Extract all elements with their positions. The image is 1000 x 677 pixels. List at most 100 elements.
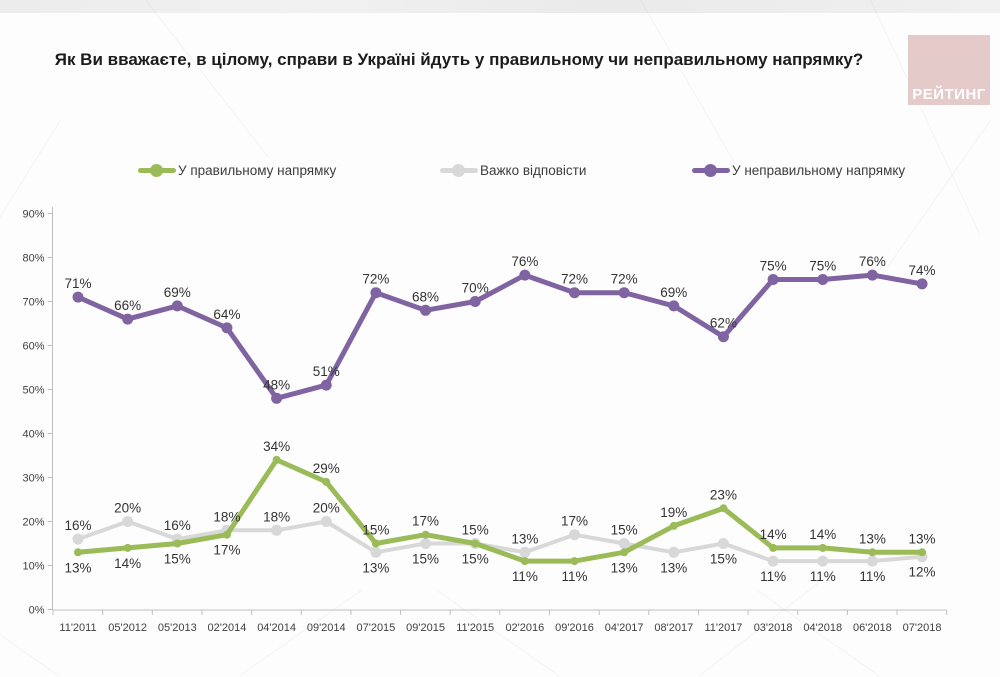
data-point [620, 548, 629, 557]
y-axis-tick-label: 50% [22, 385, 44, 397]
data-point-label: 14% [114, 556, 141, 571]
data-point [420, 304, 432, 316]
data-point [569, 287, 580, 299]
data-point-label: 48% [263, 377, 290, 392]
data-point-label: 13% [611, 560, 638, 575]
x-axis-category-label: 05'2013 [158, 622, 197, 634]
legend-marker-gray [440, 163, 478, 177]
y-axis-tick-label: 80% [22, 253, 44, 265]
data-point [221, 322, 233, 334]
data-point-label: 75% [809, 259, 836, 274]
data-point [618, 287, 630, 299]
x-axis-category-label: 04'2018 [803, 622, 842, 634]
data-point-label: 14% [760, 527, 787, 542]
data-point [123, 543, 132, 552]
data-point [469, 296, 481, 307]
legend-label: Важко відповісти [480, 162, 587, 178]
data-point-label: 64% [213, 307, 240, 322]
data-point [817, 274, 829, 285]
y-axis-tick-label: 20% [22, 517, 44, 529]
data-point-label: 23% [710, 487, 737, 502]
data-point [569, 529, 580, 541]
x-axis-category-label: 07'2018 [903, 622, 942, 634]
data-point-label: 15% [412, 552, 439, 567]
data-point-label: 16% [164, 518, 191, 533]
data-point-label: 15% [164, 552, 191, 567]
data-point [769, 543, 778, 552]
data-point [272, 455, 281, 464]
x-axis-category-label: 05'2012 [108, 622, 147, 634]
data-point-label: 13% [909, 531, 936, 546]
data-point-label: 76% [511, 254, 538, 269]
x-axis-category-label: 11'2017 [704, 622, 742, 634]
data-point [767, 274, 779, 285]
data-point [818, 543, 827, 552]
rating-logo: РЕЙТИНГ [908, 35, 990, 105]
data-point [916, 278, 928, 290]
data-point [570, 557, 579, 566]
data-point [171, 300, 183, 312]
legend-item-hard-to-say: Важко відповісти [440, 158, 586, 182]
data-point [669, 521, 678, 530]
data-point-label: 29% [313, 461, 340, 476]
data-point-label: 72% [362, 272, 389, 287]
y-axis-tick-label: 60% [22, 341, 44, 353]
data-point [719, 504, 728, 513]
data-point-label: 62% [710, 316, 737, 331]
x-axis-category-label: 03'2018 [754, 622, 793, 634]
data-point-label: 13% [859, 531, 886, 546]
data-point-label: 13% [511, 531, 538, 546]
x-axis-category-label: 09'2014 [307, 622, 346, 634]
data-point [420, 538, 432, 549]
data-point [122, 516, 134, 527]
data-point-label: 18% [263, 509, 290, 524]
x-axis-category-label: 04'2017 [605, 622, 644, 634]
legend-item-right-direction: У правильному напрямку [138, 158, 336, 182]
data-point [520, 557, 529, 566]
data-point-label: 71% [64, 276, 91, 291]
page-title: Як Ви вважаєте, в цілому, справи в Украї… [54, 50, 864, 69]
data-point-label: 16% [64, 518, 91, 533]
data-point [817, 555, 829, 567]
data-point [74, 548, 82, 557]
data-point [918, 548, 927, 557]
data-point-label: 11% [859, 569, 885, 584]
data-point [72, 533, 84, 545]
data-point-label: 70% [462, 281, 489, 296]
data-point [717, 538, 729, 549]
data-point [717, 331, 729, 343]
data-point-label: 11% [512, 569, 538, 584]
data-point-label: 18% [213, 509, 240, 524]
data-point-label: 17% [412, 514, 439, 529]
data-point-label: 11% [561, 569, 587, 584]
data-point-label: 15% [611, 523, 638, 538]
data-point [173, 539, 182, 548]
y-axis-tick-label: 70% [22, 297, 44, 309]
series-line-2 [75, 272, 925, 401]
data-point-label: 13% [660, 560, 687, 575]
x-axis-category-label: 09'2015 [406, 622, 445, 634]
y-axis-tick-label: 10% [22, 561, 44, 573]
data-point [320, 379, 332, 391]
series-line-0 [75, 457, 925, 564]
data-point [868, 548, 877, 557]
data-point [122, 313, 134, 325]
top-banner-strip [0, 0, 1000, 13]
legend-item-wrong-direction: У неправильному напрямку [692, 158, 905, 182]
data-point-label: 17% [213, 543, 240, 558]
data-point-label: 11% [810, 569, 836, 584]
data-point-label: 17% [561, 514, 588, 529]
legend-marker-green [138, 163, 176, 177]
data-point [519, 269, 531, 281]
data-point-label: 20% [313, 501, 340, 516]
data-point [618, 538, 630, 549]
data-point [370, 287, 382, 299]
data-point [72, 291, 84, 303]
y-axis-tick-label: 30% [22, 473, 44, 485]
data-point [271, 392, 283, 404]
x-axis-category-label: 04'2014 [257, 622, 296, 634]
data-point-label: 15% [462, 523, 489, 538]
data-point [471, 539, 480, 548]
data-point-label: 15% [462, 552, 489, 567]
y-axis-tick-label: 0% [29, 605, 45, 617]
